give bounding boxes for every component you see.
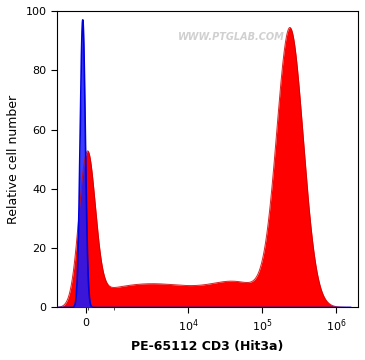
Text: WWW.PTGLAB.COM: WWW.PTGLAB.COM bbox=[178, 32, 285, 42]
X-axis label: PE-65112 CD3 (Hit3a): PE-65112 CD3 (Hit3a) bbox=[131, 340, 284, 353]
Y-axis label: Relative cell number: Relative cell number bbox=[7, 95, 20, 224]
